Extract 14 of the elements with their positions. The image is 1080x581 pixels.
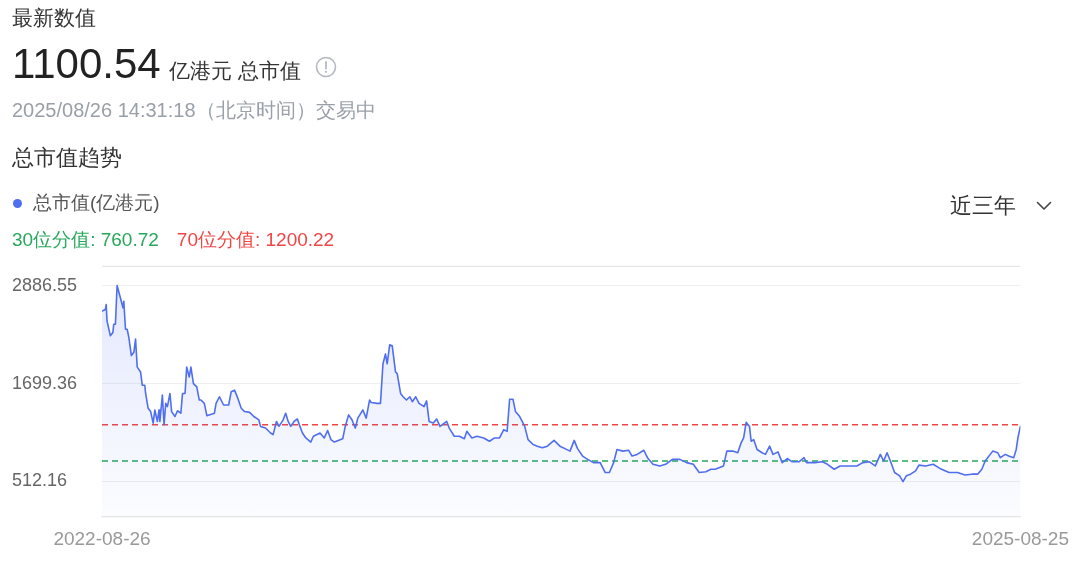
y-tick-label: 512.16 [12,470,68,491]
text: 近三年 [950,193,1016,219]
text: 亿港元 总市值 [168,59,301,83]
text: 1100.54 [12,40,161,87]
ref-line-label: 30位分值: 760.72 [12,228,159,252]
chart-title: 总市值趋势 [12,145,122,171]
x-tick-label: 2022-08-26 [53,527,151,549]
x-tick-label: 2025-08-25 [971,527,1070,549]
legend-label: 总市值(亿港元) [33,191,160,215]
y-tick-label: 1699.36 [12,372,78,393]
ref-line-label: 70位分值: 1200.22 [176,228,335,252]
text: 最新数值 [12,6,96,30]
text: 2025/08/26 14:31:18（北京时间）交易中 [12,98,376,122]
y-tick-label: 2886.55 [12,274,78,295]
